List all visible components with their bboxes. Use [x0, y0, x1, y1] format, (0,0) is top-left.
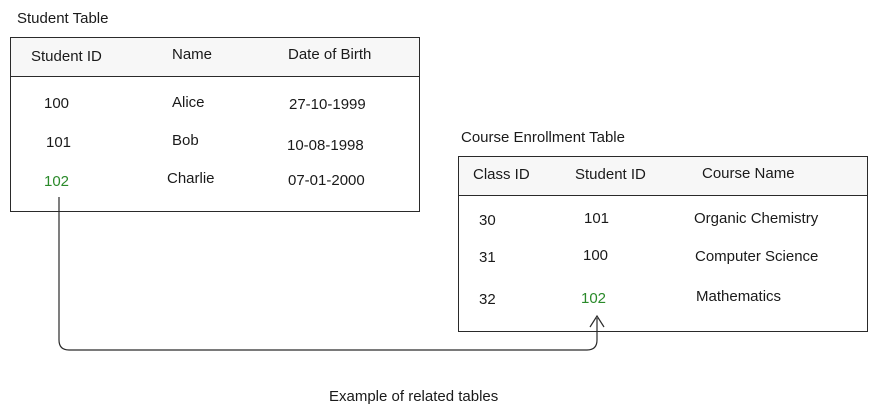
- student-row-2-dob: 10-08-1998: [287, 137, 364, 154]
- course-table-header: [459, 157, 867, 196]
- student-table: Student ID Name Date of Birth 100 Alice …: [10, 37, 420, 212]
- arrowhead-icon: [589, 314, 605, 328]
- course-row-3-course-name: Mathematics: [696, 288, 782, 305]
- course-row-1-course-name: Organic Chemistry: [694, 210, 819, 227]
- course-row-2-class-id: 31: [479, 249, 496, 266]
- student-table-title: Student Table: [17, 10, 109, 27]
- student-row-3-id: 102: [44, 173, 70, 190]
- course-table-title: Course Enrollment Table: [461, 129, 625, 146]
- student-row-1-name: Alice: [172, 94, 205, 111]
- connector-line: [58, 197, 598, 351]
- course-col-class-id: Class ID: [473, 166, 530, 183]
- student-row-2-name: Bob: [172, 132, 199, 149]
- student-row-2-id: 101: [46, 134, 72, 151]
- course-row-2-course-name: Computer Science: [695, 248, 819, 265]
- student-col-dob: Date of Birth: [288, 46, 372, 63]
- student-col-name: Name: [172, 46, 213, 63]
- student-row-3-name: Charlie: [167, 170, 215, 187]
- student-table-header: [11, 38, 419, 77]
- student-row-1-id: 100: [44, 95, 70, 112]
- course-row-2-student-id: 100: [583, 247, 609, 264]
- course-enrollment-table: Class ID Student ID Course Name 30 101 O…: [458, 156, 868, 332]
- student-col-student-id: Student ID: [31, 48, 102, 65]
- student-row-1-dob: 27-10-1999: [289, 96, 366, 113]
- course-col-student-id: Student ID: [575, 166, 646, 183]
- course-col-course-name: Course Name: [702, 165, 795, 182]
- student-row-3-dob: 07-01-2000: [288, 172, 365, 189]
- course-row-1-class-id: 30: [479, 212, 496, 229]
- course-row-1-student-id: 101: [584, 210, 610, 227]
- diagram-caption: Example of related tables: [329, 388, 499, 405]
- course-row-3-student-id: 102: [581, 290, 607, 307]
- course-row-3-class-id: 32: [479, 291, 496, 308]
